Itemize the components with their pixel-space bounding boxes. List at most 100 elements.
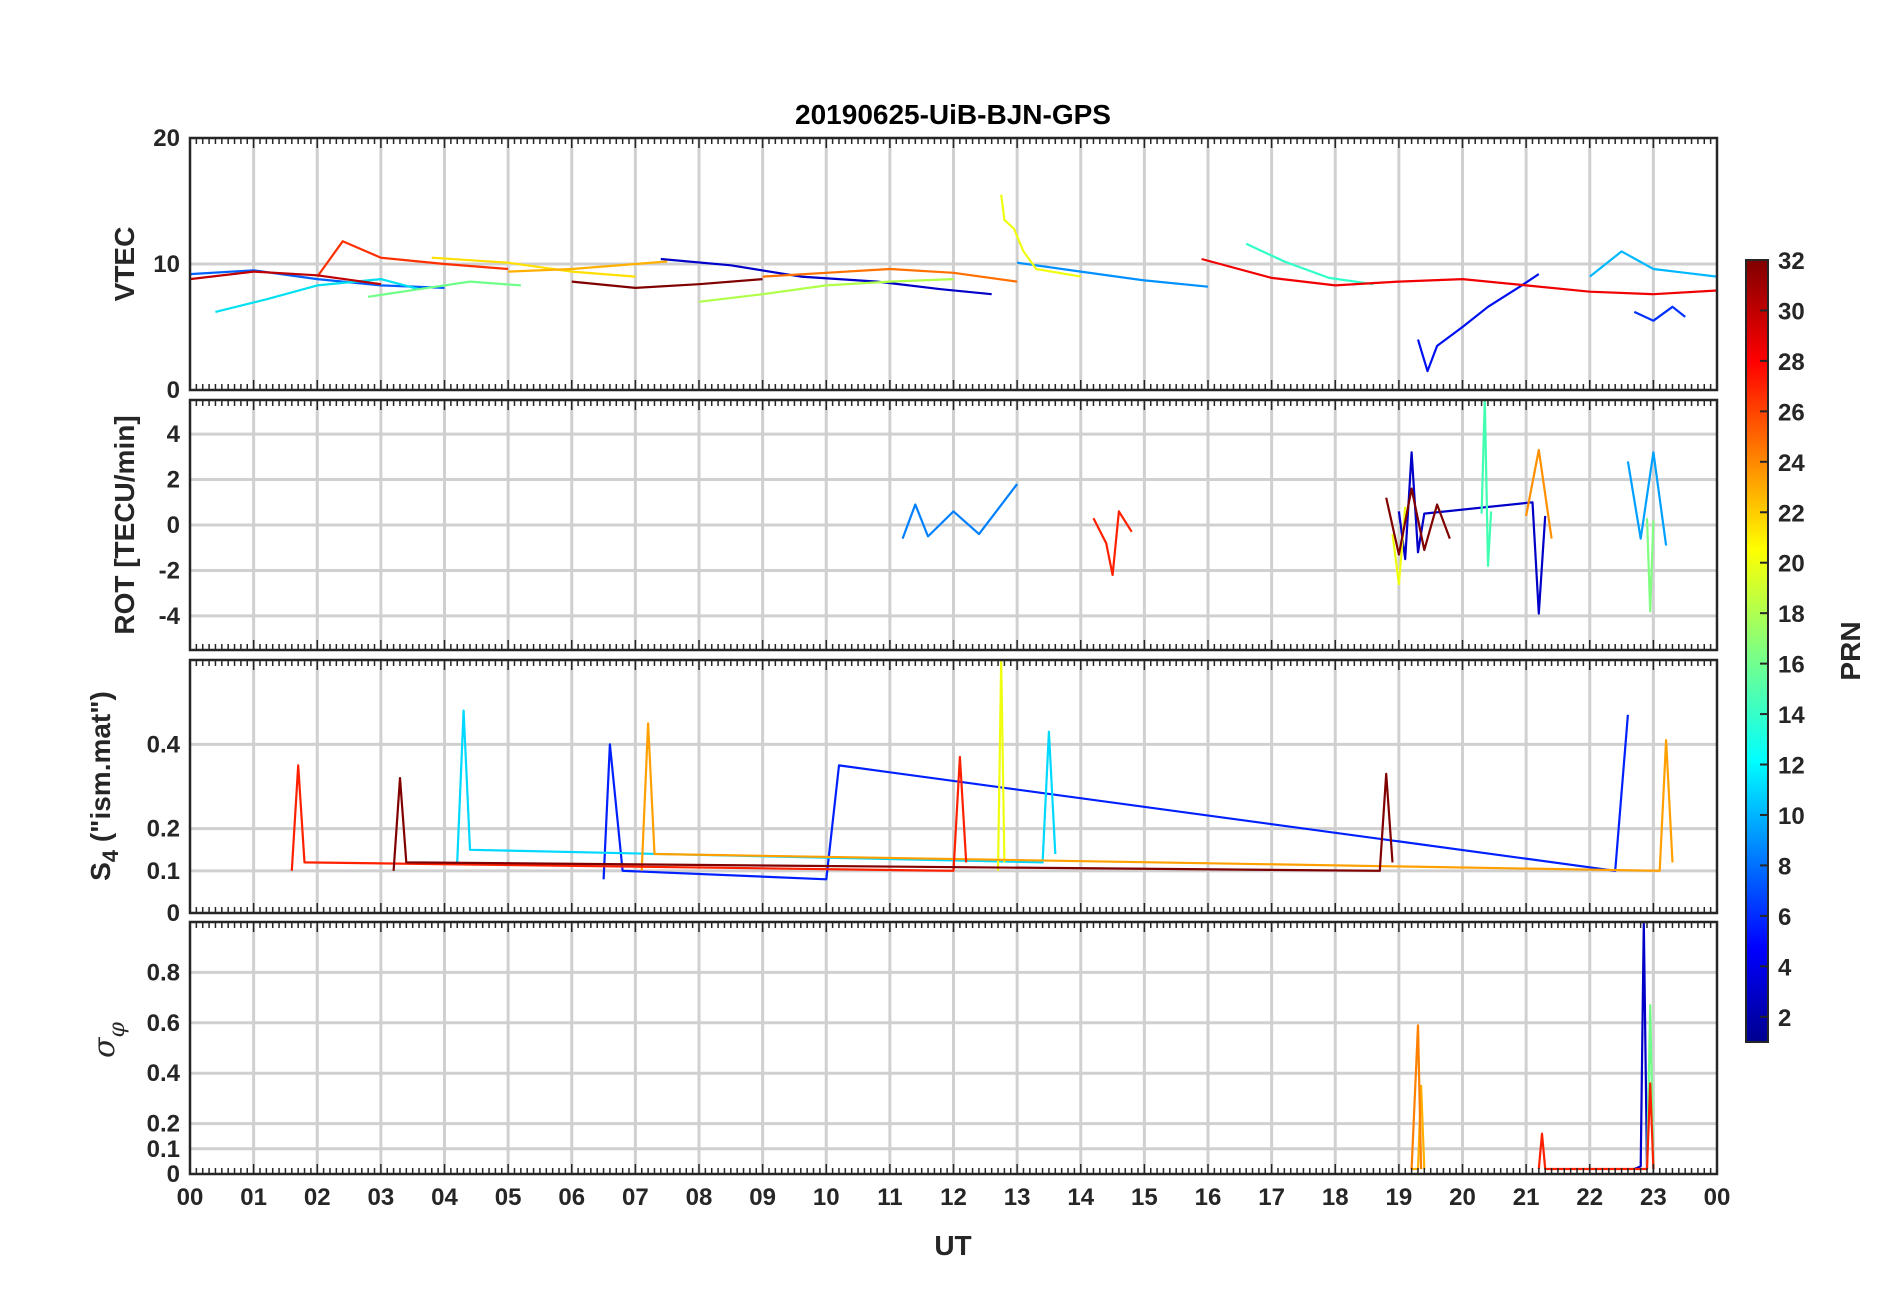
rot-ylabel: ROT [TECU/min] bbox=[109, 415, 140, 634]
rot-minor-ticks bbox=[189, 400, 1718, 650]
sigma-phi-y-ticks: 00.10.2 0.4 0.6 0.8 bbox=[147, 959, 181, 1188]
x-tick-label: 11 bbox=[877, 1184, 902, 1211]
series-line-prn-14 bbox=[1245, 242, 1374, 286]
x-tick-label: 16 bbox=[1195, 1184, 1222, 1211]
sigma-phi-grid bbox=[190, 922, 1717, 1174]
x-tick-label: 18 bbox=[1322, 1184, 1349, 1211]
series-line-prn-6 bbox=[190, 269, 445, 289]
s4-ylabel: S4 ("ism.mat") bbox=[85, 691, 123, 881]
series-line-prn-24 bbox=[1410, 1024, 1423, 1170]
y-tick-label: 0.4 bbox=[147, 1060, 181, 1087]
x-tick-label: 05 bbox=[495, 1184, 522, 1211]
x-tick-label: 00 bbox=[177, 1184, 204, 1211]
series-line-prn-2 bbox=[660, 257, 992, 296]
sigma-phi-minor-ticks bbox=[189, 922, 1718, 1174]
series-line-prn-27 bbox=[316, 240, 509, 278]
series-line-prn-30 bbox=[190, 270, 382, 286]
series-line-prn-28 bbox=[1092, 510, 1133, 577]
x-tick-label: 02 bbox=[304, 1184, 331, 1211]
series-line-prn-16 bbox=[1645, 518, 1655, 613]
y-tick-label: -2 bbox=[159, 557, 180, 584]
rot-grid bbox=[190, 400, 1717, 650]
y-tick-label: 0.1 bbox=[147, 858, 180, 885]
series-line-prn-23 bbox=[508, 260, 668, 273]
colorbar-gradient bbox=[1745, 259, 1769, 1043]
sigma-phi-panel: 00.10.2 0.4 0.6 0.8 σφ bbox=[87, 920, 1719, 1188]
x-tick-label: 14 bbox=[1067, 1184, 1094, 1211]
x-tick-label: 09 bbox=[749, 1184, 776, 1211]
x-tick-label: 10 bbox=[813, 1184, 840, 1211]
vtec-panel: 0 10 20 VTEC bbox=[109, 125, 1719, 404]
series-line-prn-32 bbox=[1385, 487, 1451, 556]
x-tick-labels: 00 01 02 03 04 05 06 07 08 09 10 11 12 13 14 15 16 17 18 19… bbox=[177, 1184, 1731, 1211]
x-tick-label: 17 bbox=[1258, 1184, 1285, 1211]
s4-grid bbox=[190, 660, 1717, 913]
y-tick-label: 0.2 bbox=[147, 1111, 180, 1138]
x-tick-label: 01 bbox=[240, 1184, 267, 1211]
x-tick-label: 23 bbox=[1640, 1184, 1667, 1211]
y-tick-label: 0.4 bbox=[147, 731, 181, 758]
x-tick-label: 19 bbox=[1386, 1184, 1413, 1211]
colorbar-tick-label: 16 bbox=[1778, 652, 1805, 679]
x-tick-label: 12 bbox=[940, 1184, 967, 1211]
x-tick-label: 13 bbox=[1004, 1184, 1031, 1211]
colorbar-label: PRN bbox=[1835, 621, 1866, 680]
x-tick-label: 03 bbox=[368, 1184, 395, 1211]
y-tick-label: 0.2 bbox=[147, 816, 180, 843]
series-line-prn-10 bbox=[1626, 451, 1668, 546]
rot-panel: -4 -2 0 2 4 ROT [TECU/min] bbox=[109, 398, 1719, 652]
sigma-phi-series bbox=[1410, 922, 1655, 1171]
series-line-prn-16 bbox=[367, 280, 521, 298]
vtec-series bbox=[190, 194, 1717, 373]
x-axis-label: UT bbox=[934, 1230, 971, 1261]
series-line-prn-28 bbox=[1201, 257, 1717, 296]
s4-minor-ticks bbox=[189, 660, 1718, 913]
x-tick-label: 20 bbox=[1449, 1184, 1476, 1211]
series-line-prn-32 bbox=[571, 278, 763, 289]
y-tick-label: 0 bbox=[167, 900, 180, 927]
vtec-grid bbox=[190, 138, 1717, 390]
chart-title: 20190625-UiB-BJN-GPS bbox=[795, 99, 1111, 130]
colorbar-tick-label: 4 bbox=[1778, 954, 1792, 981]
x-tick-label: 07 bbox=[622, 1184, 649, 1211]
colorbar-tick-label: 6 bbox=[1778, 904, 1791, 931]
x-tick-label: 15 bbox=[1131, 1184, 1158, 1211]
s4-series bbox=[290, 660, 1674, 881]
x-tick-label: 22 bbox=[1576, 1184, 1603, 1211]
colorbar-tick-label: 32 bbox=[1778, 248, 1805, 275]
x-tick-label: 06 bbox=[558, 1184, 585, 1211]
series-line-prn-3 bbox=[1416, 273, 1540, 373]
series-line-prn-8 bbox=[901, 483, 1018, 539]
series-line-prn-14 bbox=[1480, 400, 1493, 568]
series-line-prn-20 bbox=[1000, 194, 1081, 278]
y-tick-label: 0 bbox=[167, 512, 180, 539]
colorbar-tick-label: 12 bbox=[1778, 753, 1805, 780]
series-line-prn-21 bbox=[431, 256, 636, 278]
series-line-prn-24 bbox=[1525, 448, 1553, 539]
colorbar-tick-label: 24 bbox=[1778, 450, 1805, 477]
y-tick-label: 0 bbox=[167, 377, 180, 404]
colorbar-tick-label: 10 bbox=[1778, 803, 1805, 830]
colorbar-tick-label: 28 bbox=[1778, 349, 1805, 376]
y-tick-label: 10 bbox=[153, 251, 180, 278]
series-line-prn-18 bbox=[698, 278, 954, 303]
y-tick-label: 2 bbox=[167, 467, 180, 494]
colorbar-tick-label: 30 bbox=[1778, 298, 1805, 325]
colorbar-tick-label: 2 bbox=[1778, 1005, 1791, 1032]
y-tick-label: 4 bbox=[167, 421, 181, 448]
series-line-prn-8 bbox=[1016, 261, 1209, 288]
y-tick-label: 0 bbox=[167, 1161, 180, 1188]
s4-y-ticks: 0 0.1 0.2 0.4 bbox=[147, 731, 181, 927]
vtec-ylabel: VTEC bbox=[109, 227, 140, 302]
y-tick-label: 0.8 bbox=[147, 959, 180, 986]
series-line-prn-2 bbox=[1633, 922, 1649, 1171]
y-tick-label: 0.1 bbox=[147, 1136, 180, 1163]
colorbar-tick-label: 18 bbox=[1778, 601, 1805, 628]
y-tick-label: 20 bbox=[153, 125, 180, 152]
x-tick-label: 21 bbox=[1513, 1184, 1540, 1211]
series-line-prn-5 bbox=[1633, 305, 1686, 322]
colorbar-tick-label: 20 bbox=[1778, 551, 1805, 578]
